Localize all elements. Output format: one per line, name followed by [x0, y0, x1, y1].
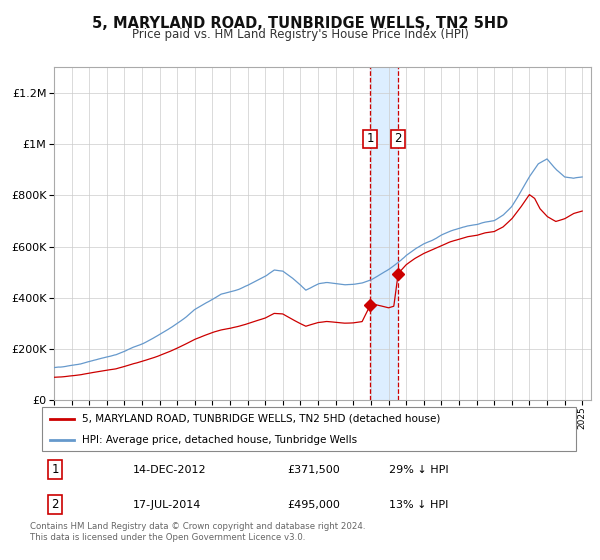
Text: 2: 2: [394, 133, 402, 146]
Text: HPI: Average price, detached house, Tunbridge Wells: HPI: Average price, detached house, Tunb…: [82, 435, 357, 445]
Text: 2: 2: [52, 498, 59, 511]
Text: Contains HM Land Registry data © Crown copyright and database right 2024.
This d: Contains HM Land Registry data © Crown c…: [30, 522, 365, 542]
Bar: [370, 67, 398, 400]
FancyBboxPatch shape: [42, 407, 576, 451]
Text: 5, MARYLAND ROAD, TUNBRIDGE WELLS, TN2 5HD: 5, MARYLAND ROAD, TUNBRIDGE WELLS, TN2 5…: [92, 16, 508, 31]
Text: 5, MARYLAND ROAD, TUNBRIDGE WELLS, TN2 5HD (detached house): 5, MARYLAND ROAD, TUNBRIDGE WELLS, TN2 5…: [82, 414, 440, 424]
Text: 13% ↓ HPI: 13% ↓ HPI: [389, 500, 448, 510]
Text: £371,500: £371,500: [287, 465, 340, 474]
Text: £495,000: £495,000: [287, 500, 341, 510]
Text: 1: 1: [367, 133, 374, 146]
Text: Price paid vs. HM Land Registry's House Price Index (HPI): Price paid vs. HM Land Registry's House …: [131, 28, 469, 41]
Text: 29% ↓ HPI: 29% ↓ HPI: [389, 465, 449, 474]
Text: 17-JUL-2014: 17-JUL-2014: [133, 500, 201, 510]
Text: 14-DEC-2012: 14-DEC-2012: [133, 465, 206, 474]
Text: 1: 1: [52, 463, 59, 476]
